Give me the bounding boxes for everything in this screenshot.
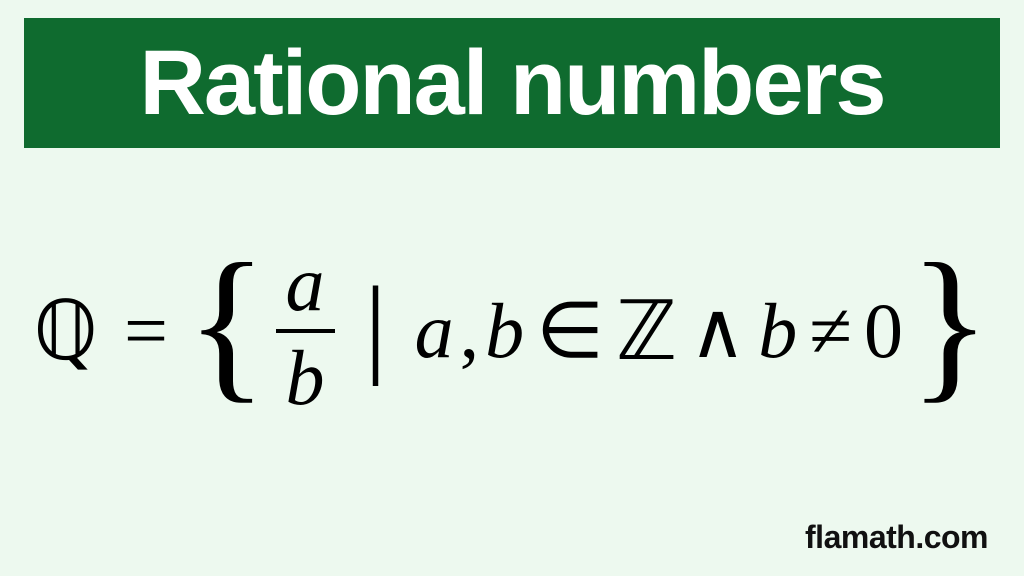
variable-b-2: b	[758, 286, 797, 376]
watermark: flamath.com	[805, 519, 988, 556]
equals-sign: =	[124, 286, 168, 376]
variable-a: a	[415, 286, 454, 376]
denominator: b	[276, 339, 335, 417]
fraction-bar	[276, 329, 335, 333]
numerator: a	[276, 245, 335, 323]
not-equal-symbol: ≠	[809, 286, 852, 376]
formula-definition: ℚ = { a b | a, b ∈ ℤ ∧ b ≠ 0 }	[0, 245, 1024, 417]
title-text: Rational numbers	[139, 31, 884, 136]
variable-b: b	[485, 286, 524, 376]
fraction: a b	[276, 245, 335, 417]
integers-symbol: ℤ	[616, 284, 677, 379]
zero: 0	[864, 286, 903, 376]
and-symbol: ∧	[689, 286, 746, 376]
element-of-symbol: ∈	[536, 286, 604, 376]
title-banner: Rational numbers	[24, 18, 1000, 148]
rationals-symbol: ℚ	[33, 284, 98, 379]
comma: ,	[460, 286, 480, 376]
